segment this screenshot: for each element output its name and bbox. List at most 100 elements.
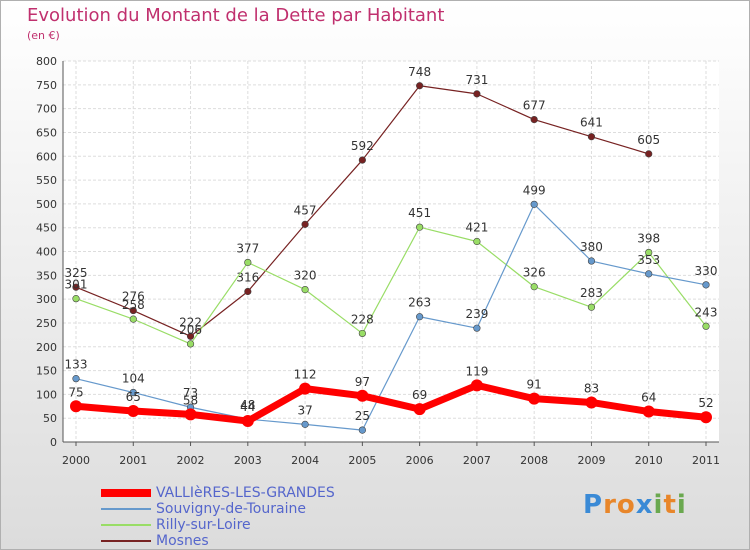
data-label: 592	[351, 139, 374, 153]
x-tick-label: 2009	[577, 454, 605, 467]
data-point	[301, 420, 309, 428]
data-label: 330	[695, 264, 718, 278]
data-label: 316	[236, 271, 259, 285]
data-label: 380	[580, 240, 603, 254]
data-label: 206	[179, 323, 202, 337]
data-label: 748	[408, 65, 431, 79]
data-point	[186, 332, 195, 340]
data-label: 499	[523, 183, 546, 197]
logo-letter: P	[583, 490, 604, 520]
legend-label: Mosnes	[156, 533, 209, 549]
data-label: 283	[580, 286, 603, 300]
legend-label: Rilly-sur-Loire	[156, 517, 251, 533]
data-point	[129, 315, 137, 323]
data-label: 65	[126, 390, 141, 404]
data-label: 377	[236, 241, 259, 255]
data-point	[356, 389, 369, 402]
data-point	[645, 150, 653, 158]
x-tick-label: 2006	[406, 454, 434, 467]
x-tick-label: 2011	[692, 454, 720, 467]
y-tick-label: 250	[36, 317, 57, 330]
data-point	[72, 295, 80, 303]
y-tick-label: 450	[36, 222, 57, 235]
data-label: 353	[637, 253, 660, 267]
data-point	[700, 411, 712, 424]
x-tick-label: 2003	[234, 454, 262, 467]
y-tick-label: 700	[36, 103, 57, 116]
legend-swatch	[101, 508, 151, 510]
data-label: 73	[183, 386, 198, 400]
y-tick-label: 750	[36, 79, 57, 92]
data-label: 119	[465, 364, 488, 378]
data-label: 731	[465, 73, 488, 87]
legend-swatch	[101, 540, 151, 542]
y-tick-label: 300	[36, 293, 57, 306]
data-point	[530, 283, 538, 291]
data-label: 58	[183, 393, 198, 407]
y-tick-label: 50	[43, 412, 57, 425]
data-point	[702, 281, 710, 289]
y-tick-label: 600	[36, 150, 57, 163]
data-point	[416, 313, 424, 321]
data-label: 605	[637, 133, 660, 147]
data-label: 421	[465, 220, 488, 234]
data-label: 326	[523, 266, 546, 280]
data-point	[645, 270, 653, 278]
logo-letter: r	[603, 490, 617, 520]
data-label: 677	[523, 99, 546, 113]
line-chart: 0 50 100 150 200 250 300 350 400 450 500 550 600 650 7…	[36, 55, 720, 467]
data-point	[358, 156, 366, 164]
data-label: 320	[294, 269, 317, 283]
data-point	[413, 403, 426, 416]
legend-swatch	[101, 489, 151, 497]
data-point	[241, 415, 254, 428]
y-tick-label: 800	[36, 55, 57, 68]
series-line-1	[75, 203, 707, 431]
y-tick-label: 150	[36, 365, 57, 378]
data-point	[70, 400, 82, 413]
x-tick-label: 2010	[635, 454, 663, 467]
data-label: 112	[294, 368, 317, 382]
data-point	[470, 379, 483, 392]
data-label: 104	[122, 371, 145, 385]
data-point	[528, 392, 541, 405]
data-label: 69	[412, 388, 427, 402]
data-label: 276	[122, 290, 145, 304]
data-point	[473, 324, 481, 332]
data-point	[184, 408, 197, 421]
y-tick-label: 0	[50, 436, 57, 449]
data-label: 258	[122, 298, 145, 312]
data-point	[585, 396, 598, 409]
data-point	[72, 375, 80, 383]
x-tick-label: 2005	[348, 454, 376, 467]
y-tick-label: 400	[36, 246, 57, 259]
data-label: 44	[240, 400, 255, 414]
logo-letter: x	[635, 490, 654, 520]
data-point	[587, 133, 596, 141]
data-point	[244, 258, 252, 267]
data-point	[473, 237, 481, 246]
data-label: 222	[179, 315, 202, 329]
data-point	[129, 388, 137, 397]
data-point	[301, 220, 309, 228]
data-point	[645, 248, 653, 257]
proxiti-logo: Proxiti	[583, 490, 687, 520]
data-label: 239	[465, 307, 488, 321]
data-label: 91	[527, 378, 542, 392]
data-point	[301, 286, 309, 294]
data-point	[587, 303, 596, 311]
data-point	[299, 382, 312, 395]
legend-label: VALLIèRES-LES-GRANDES	[156, 485, 335, 501]
data-label: 48	[240, 398, 255, 412]
data-label: 52	[698, 396, 713, 410]
data-point	[530, 115, 538, 124]
x-tick-label: 2002	[177, 454, 205, 467]
x-tick-label: 2000	[62, 454, 90, 467]
data-point	[642, 405, 655, 418]
x-tick-label: 2008	[520, 454, 548, 467]
data-point	[186, 340, 195, 348]
series-line-0	[72, 381, 710, 425]
data-point	[358, 329, 366, 338]
data-label: 97	[355, 375, 370, 389]
